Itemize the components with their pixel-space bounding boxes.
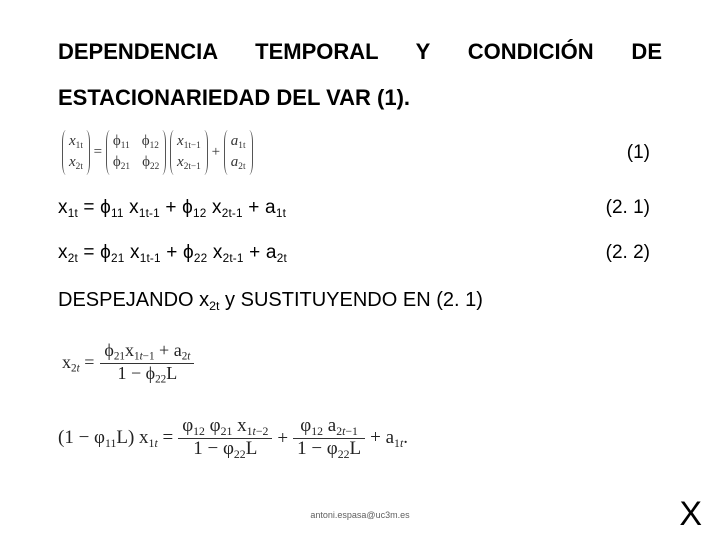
slide-title-line1: DEPENDENCIA TEMPORAL Y CONDICIÓN DE bbox=[58, 38, 662, 66]
deriv2-frac1: φ12 φ21 x1t−2 1 − φ22L bbox=[178, 416, 272, 462]
corner-x-mark: X bbox=[679, 495, 702, 534]
despejando-text: DESPEJANDO x2t y SUSTITUYENDO EN (2. 1) bbox=[58, 289, 662, 313]
eq21-number: (2. 1) bbox=[606, 197, 662, 219]
equation-2-1: x1t = ϕ11 x1t-1 + ϕ12 x2t-1 + a1t (2. 1) bbox=[58, 197, 662, 220]
matrix-equation-row: x1t x2t = ϕ11ϕ12 ϕ21ϕ22 x1t−1 x2t−1 + a1… bbox=[58, 130, 662, 175]
deriv1-lhs: x2t = bbox=[62, 352, 94, 375]
deriv2-lhs: (1 − φ11L) x1t = bbox=[58, 427, 173, 451]
derived-equation-2: (1 − φ11L) x1t = φ12 φ21 x1t−2 1 − φ22L … bbox=[58, 416, 662, 462]
deriv2-plus1: + bbox=[277, 428, 288, 450]
equation-2-2: x2t = ϕ21 x1t-1 + ϕ22 x2t-1 + a2t (2. 2) bbox=[58, 242, 662, 265]
derived-equation-1: x2t = ϕ21x1t−1 + a2t 1 − ϕ22L bbox=[58, 341, 662, 386]
eq22-text: x2t = ϕ21 x1t-1 + ϕ22 x2t-1 + a2t bbox=[58, 242, 287, 265]
footer-email: antoni.espasa@uc3m.es bbox=[0, 510, 720, 520]
slide-title-line2: ESTACIONARIEDAD DEL VAR (1). bbox=[58, 84, 662, 112]
equation-number-1: (1) bbox=[627, 142, 662, 164]
matrix-equation: x1t x2t = ϕ11ϕ12 ϕ21ϕ22 x1t−1 x2t−1 + a1… bbox=[58, 130, 253, 175]
deriv1-fraction: ϕ21x1t−1 + a2t 1 − ϕ22L bbox=[100, 341, 194, 386]
eq21-text: x1t = ϕ11 x1t-1 + ϕ12 x2t-1 + a1t bbox=[58, 197, 286, 220]
deriv2-frac2: φ12 a2t−1 1 − φ22L bbox=[293, 416, 365, 462]
deriv2-tail: + a1t. bbox=[370, 427, 408, 451]
eq22-number: (2. 2) bbox=[606, 242, 662, 264]
